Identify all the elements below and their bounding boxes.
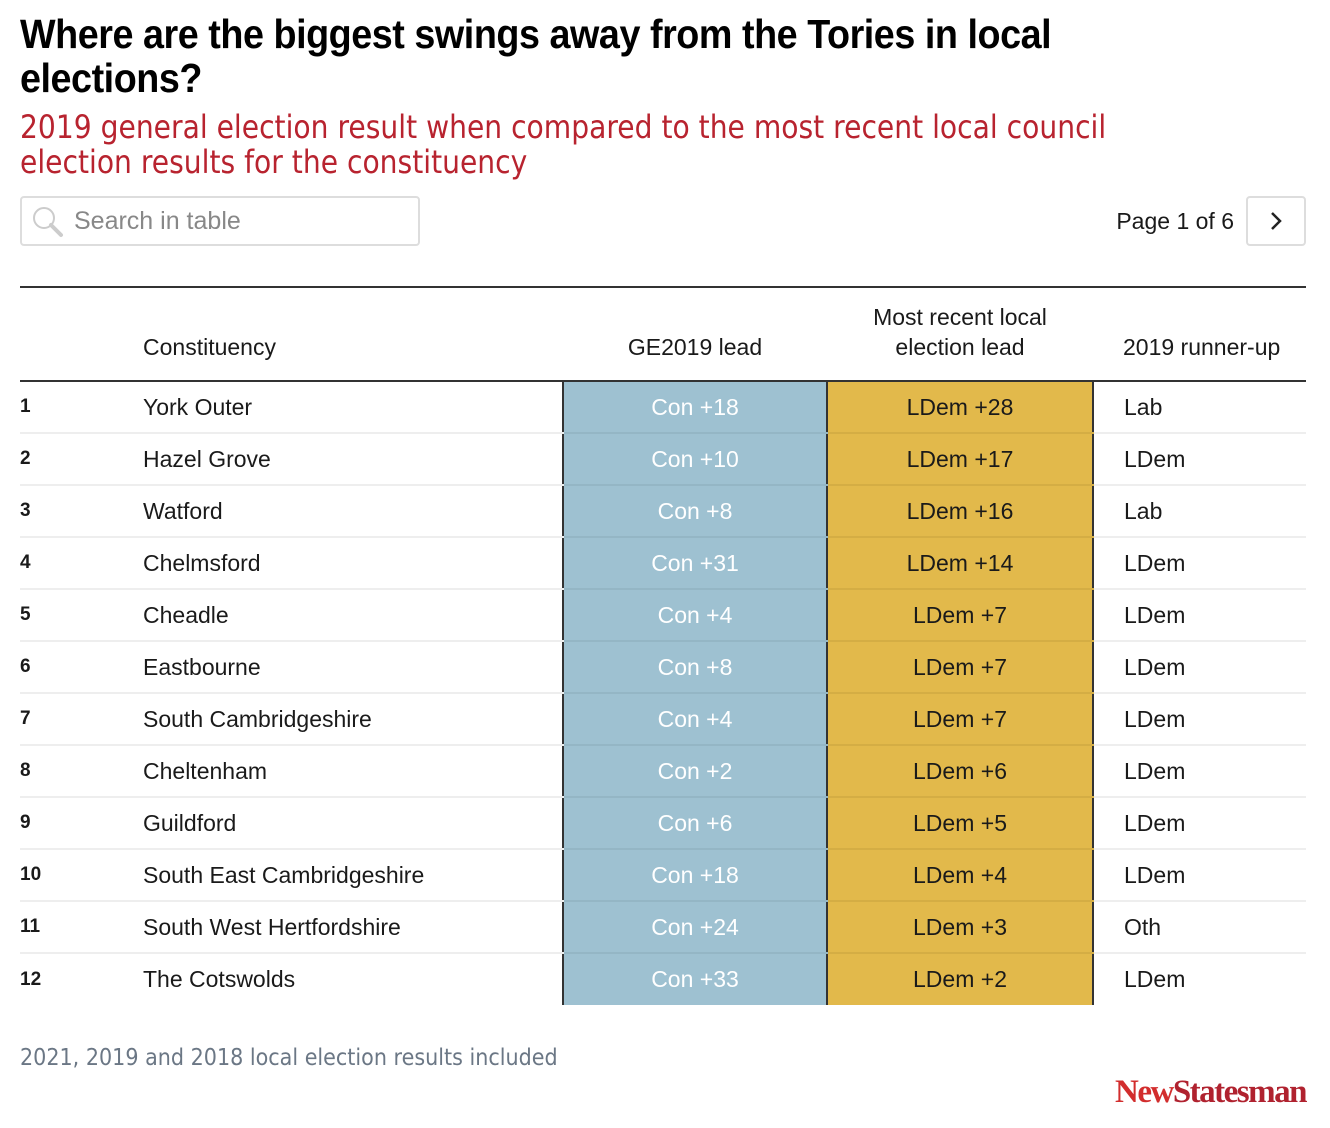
table-row: 6 Eastbourne Con +8 LDem +7 LDem bbox=[20, 641, 1306, 694]
col-header-ge2019[interactable]: GE2019 lead bbox=[563, 287, 827, 382]
constituency-cell: South Cambridgeshire bbox=[143, 693, 563, 746]
constituency-cell: Chelmsford bbox=[143, 537, 563, 590]
chevron-right-icon bbox=[1271, 212, 1282, 230]
constituency-cell: The Cotswolds bbox=[143, 966, 296, 992]
chart-subtitle: 2019 general election result when compar… bbox=[20, 108, 1107, 181]
constituency-cell: Watford bbox=[143, 485, 563, 538]
local-lead-cell: LDem +14 bbox=[826, 537, 1094, 590]
runner-up-cell: LDem bbox=[1093, 797, 1306, 850]
local-lead-cell: LDem +7 bbox=[826, 693, 1094, 746]
table-row: 12 The Cotswolds Con +33 LDem +2 LDem bbox=[20, 953, 1306, 1005]
runner-up-cell: LDem bbox=[1093, 537, 1306, 590]
table-row: 5 Cheadle Con +4 LDem +7 LDem bbox=[20, 589, 1306, 642]
table-row: 7 South Cambridgeshire Con +4 LDem +7 LDem bbox=[20, 693, 1306, 746]
page-indicator: Page 1 of 6 bbox=[1116, 208, 1234, 234]
constituency-cell: Eastbourne bbox=[143, 641, 563, 694]
table-row: 10 South East Cambridgeshire Con +18 LDem +… bbox=[20, 849, 1306, 902]
runner-up-cell: LDem bbox=[1093, 849, 1306, 902]
ge2019-lead-cell: Con +2 bbox=[562, 745, 827, 798]
rank-cell: 11 bbox=[20, 901, 143, 954]
ge2019-lead-cell: Con +4 bbox=[562, 589, 827, 642]
col-header-runner-up[interactable]: 2019 runner-up bbox=[1093, 287, 1306, 382]
constituency-cell: Guildford bbox=[143, 797, 563, 850]
ge2019-lead-cell: Con +8 bbox=[562, 485, 827, 538]
runner-up-cell: LDem bbox=[1124, 966, 1186, 992]
ge2019-lead-cell: Con +24 bbox=[562, 901, 827, 954]
rank-cell: 2 bbox=[20, 433, 143, 486]
ge2019-lead-cell: Con +6 bbox=[562, 797, 827, 850]
local-lead-cell: LDem +17 bbox=[826, 433, 1094, 486]
ge2019-lead-cell: Con +10 bbox=[562, 433, 827, 486]
rank-cell: 9 bbox=[20, 797, 143, 850]
chart-title: Where are the biggest swings away from t… bbox=[20, 11, 1052, 101]
ge2019-lead-cell: Con +8 bbox=[562, 641, 827, 694]
local-lead-cell: LDem +3 bbox=[826, 901, 1094, 954]
local-lead-cell: LDem +5 bbox=[826, 797, 1094, 850]
rank-cell: 3 bbox=[20, 485, 143, 538]
col-header-constituency[interactable]: Constituency bbox=[143, 287, 563, 382]
col-header-local[interactable]: Most recent local election lead bbox=[827, 287, 1093, 382]
table-row: 4 Chelmsford Con +31 LDem +14 LDem bbox=[20, 537, 1306, 590]
runner-up-cell: Oth bbox=[1093, 901, 1306, 954]
runner-up-cell: Lab bbox=[1093, 485, 1306, 538]
runner-up-cell: LDem bbox=[1093, 641, 1306, 694]
constituency-cell: South East Cambridgeshire bbox=[143, 849, 563, 902]
rank-cell: 8 bbox=[20, 745, 143, 798]
constituency-cell: Hazel Grove bbox=[143, 433, 563, 486]
runner-up-cell: LDem bbox=[1093, 433, 1306, 486]
search-box[interactable] bbox=[20, 196, 420, 246]
local-lead-cell: LDem +7 bbox=[826, 641, 1094, 694]
rank-cell: 1 bbox=[20, 381, 143, 434]
footnote: 2021, 2019 and 2018 local election resul… bbox=[20, 1045, 558, 1071]
local-lead-cell: LDem +7 bbox=[826, 589, 1094, 642]
runner-up-cell: LDem bbox=[1093, 693, 1306, 746]
ge2019-lead-cell: Con +33 bbox=[562, 953, 827, 1005]
results-table: Constituency GE2019 lead Most recent loc… bbox=[20, 286, 1306, 1005]
constituency-cell: York Outer bbox=[143, 381, 563, 434]
constituency-cell: Cheadle bbox=[143, 589, 563, 642]
ge2019-lead-cell: Con +18 bbox=[562, 849, 827, 902]
search-input[interactable] bbox=[74, 206, 394, 236]
constituency-cell: Cheltenham bbox=[143, 745, 563, 798]
rank-cell: 12 bbox=[20, 968, 42, 990]
rank-cell: 10 bbox=[20, 849, 143, 902]
logo-part: Statesman bbox=[1172, 1074, 1308, 1110]
rank-cell: 5 bbox=[20, 589, 143, 642]
next-page-button[interactable] bbox=[1246, 196, 1306, 246]
local-lead-cell: LDem +28 bbox=[826, 381, 1094, 434]
table-row: 2 Hazel Grove Con +10 LDem +17 LDem bbox=[20, 433, 1306, 486]
runner-up-cell: LDem bbox=[1093, 745, 1306, 798]
logo-part: New bbox=[1115, 1074, 1174, 1110]
ge2019-lead-cell: Con +18 bbox=[562, 381, 827, 434]
rank-cell: 6 bbox=[20, 641, 143, 694]
new-statesman-logo: NewStatesman bbox=[1115, 1074, 1308, 1111]
table-row: 11 South West Hertfordshire Con +24 LDem +3… bbox=[20, 901, 1306, 954]
rank-cell: 4 bbox=[20, 537, 143, 590]
col-header-rank[interactable] bbox=[20, 287, 143, 382]
constituency-cell: South West Hertfordshire bbox=[143, 901, 563, 954]
table-row: 3 Watford Con +8 LDem +16 Lab bbox=[20, 485, 1306, 538]
local-lead-cell: LDem +2 bbox=[826, 953, 1094, 1005]
local-lead-cell: LDem +16 bbox=[826, 485, 1094, 538]
search-icon bbox=[33, 207, 63, 237]
ge2019-lead-cell: Con +31 bbox=[562, 537, 827, 590]
runner-up-cell: Lab bbox=[1093, 381, 1306, 434]
runner-up-cell: LDem bbox=[1093, 589, 1306, 642]
rank-cell: 7 bbox=[20, 693, 143, 746]
local-lead-cell: LDem +6 bbox=[826, 745, 1094, 798]
ge2019-lead-cell: Con +4 bbox=[562, 693, 827, 746]
table-row: 9 Guildford Con +6 LDem +5 LDem bbox=[20, 797, 1306, 850]
local-lead-cell: LDem +4 bbox=[826, 849, 1094, 902]
table-row: 1 York Outer Con +18 LDem +28 Lab bbox=[20, 381, 1306, 434]
table-row: 8 Cheltenham Con +2 LDem +6 LDem bbox=[20, 745, 1306, 798]
